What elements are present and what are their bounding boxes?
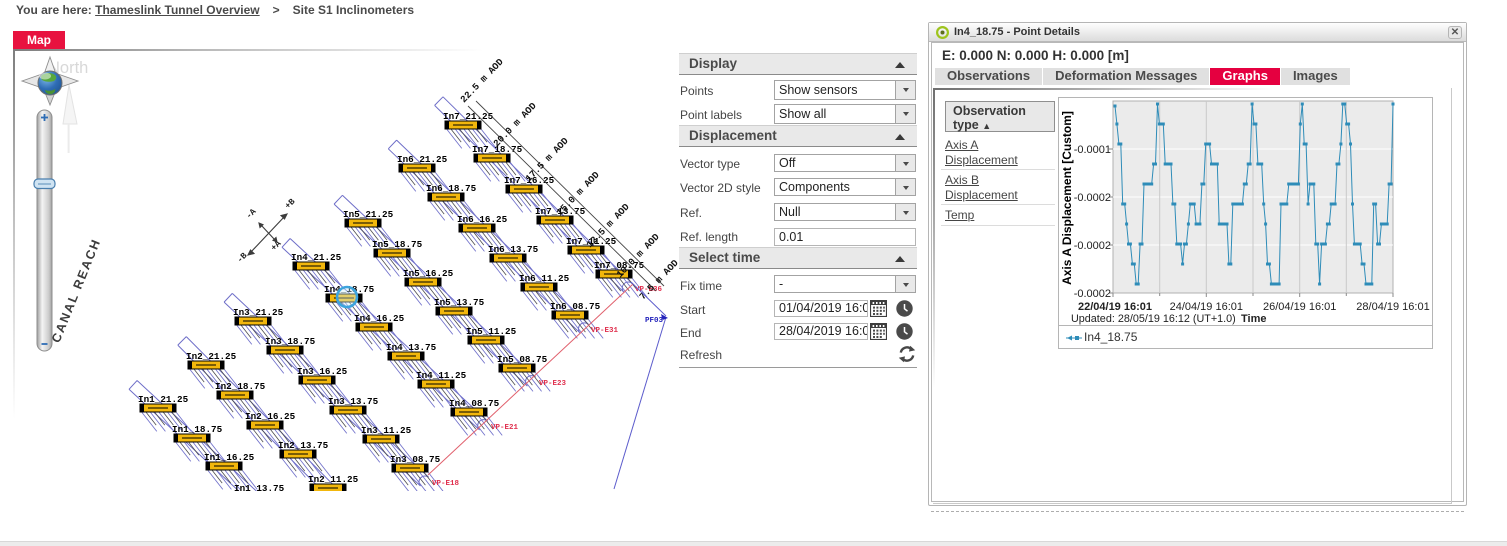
svg-text:In7_18.75: In7_18.75 — [472, 144, 523, 155]
svg-text:22.5 m AOD: 22.5 m AOD — [458, 56, 506, 105]
svg-text:PF03: PF03 — [645, 317, 664, 325]
svg-text:In3_11.25: In3_11.25 — [361, 425, 412, 436]
svg-text:In1_18.75: In1_18.75 — [172, 424, 223, 435]
svg-text:In4_13.75: In4_13.75 — [386, 342, 437, 353]
svg-text:-0.0002: -0.0002 — [1074, 240, 1111, 252]
svg-text:VP-E36: VP-E36 — [635, 286, 663, 294]
svg-text:In5_18.75: In5_18.75 — [372, 239, 423, 250]
svg-text:CANAL REACH: CANAL REACH — [49, 236, 104, 344]
svg-text:-0.0002: -0.0002 — [1074, 288, 1111, 300]
svg-text:In2_13.75: In2_13.75 — [278, 440, 329, 451]
svg-text:VP-E23: VP-E23 — [539, 380, 567, 388]
svg-text:In6_16.25: In6_16.25 — [457, 214, 508, 225]
svg-text:In7_13.75: In7_13.75 — [535, 206, 586, 217]
svg-text:28/04/19 16:01: 28/04/19 16:01 — [1356, 301, 1429, 313]
svg-text:In7_11.25: In7_11.25 — [566, 236, 617, 247]
svg-text:In5_11.25: In5_11.25 — [466, 326, 517, 337]
svg-text:-A: -A — [244, 206, 259, 221]
svg-text:In5_13.75: In5_13.75 — [434, 297, 485, 308]
svg-text:10.0 m AOD: 10.0 m AOD — [614, 231, 662, 280]
svg-text:In2_11.25: In2_11.25 — [308, 474, 359, 485]
svg-text:-0.0002: -0.0002 — [1074, 192, 1111, 204]
svg-text:-B: -B — [235, 251, 249, 265]
svg-text:In2_21.25: In2_21.25 — [186, 351, 237, 362]
svg-text:In7_08.75: In7_08.75 — [594, 260, 645, 271]
svg-text:In4_08.75: In4_08.75 — [449, 398, 500, 409]
svg-text:Axis A Displacement [Custom]: Axis A Displacement [Custom] — [1060, 111, 1074, 285]
svg-text:In3_18.75: In3_18.75 — [265, 336, 316, 347]
svg-text:In5_08.75: In5_08.75 — [497, 354, 548, 365]
svg-text:In3_08.75: In3_08.75 — [390, 454, 441, 465]
svg-text:North: North — [48, 59, 88, 77]
svg-text:+A: +A — [269, 238, 284, 253]
svg-text:VP-E21: VP-E21 — [491, 424, 519, 432]
svg-text:In4_11.25: In4_11.25 — [416, 370, 467, 381]
svg-text:In2_16.25: In2_16.25 — [245, 411, 296, 422]
svg-text:In1_16.25: In1_16.25 — [204, 452, 255, 463]
svg-text:In4_18.75: In4_18.75 — [324, 284, 375, 295]
svg-text:In4_16.25: In4_16.25 — [354, 313, 405, 324]
svg-text:In4_21.25: In4_21.25 — [291, 252, 342, 263]
svg-text:VP-E18: VP-E18 — [432, 480, 460, 488]
svg-text:20.0 m AOD: 20.0 m AOD — [491, 100, 539, 149]
svg-text:+B: +B — [283, 197, 297, 211]
svg-text:In2_18.75: In2_18.75 — [215, 381, 266, 392]
svg-text:In6_11.25: In6_11.25 — [519, 273, 570, 284]
svg-text:In3_16.25: In3_16.25 — [297, 366, 348, 377]
svg-text:-0.0001: -0.0001 — [1074, 144, 1111, 156]
svg-text:Updated: 28/05/19 16:12 (UT+1.: Updated: 28/05/19 16:12 (UT+1.0) — [1071, 313, 1236, 325]
svg-text:In6_21.25: In6_21.25 — [397, 154, 448, 165]
svg-text:In5_16.25: In5_16.25 — [403, 268, 454, 279]
svg-text:22/04/19 16:01: 22/04/19 16:01 — [1078, 301, 1152, 313]
svg-text:In6_13.75: In6_13.75 — [488, 244, 539, 255]
svg-text:In1_21.25: In1_21.25 — [138, 394, 189, 405]
svg-text:In7_21.25: In7_21.25 — [443, 111, 494, 122]
svg-text:VP-E31: VP-E31 — [591, 327, 619, 335]
svg-text:24/04/19 16:01: 24/04/19 16:01 — [1170, 301, 1243, 313]
svg-text:Time: Time — [1241, 313, 1266, 325]
svg-text:In7_16.25: In7_16.25 — [504, 175, 555, 186]
svg-text:26/04/19 16:01: 26/04/19 16:01 — [1263, 301, 1336, 313]
svg-text:In3_13.75: In3_13.75 — [328, 396, 379, 407]
svg-text:In5_21.25: In5_21.25 — [343, 209, 394, 220]
svg-text:In6_08.75: In6_08.75 — [550, 301, 601, 312]
svg-text:In6_18.75: In6_18.75 — [426, 183, 477, 194]
svg-text:In3_21.25: In3_21.25 — [233, 307, 284, 318]
svg-text:In1_13.75: In1_13.75 — [234, 483, 285, 491]
